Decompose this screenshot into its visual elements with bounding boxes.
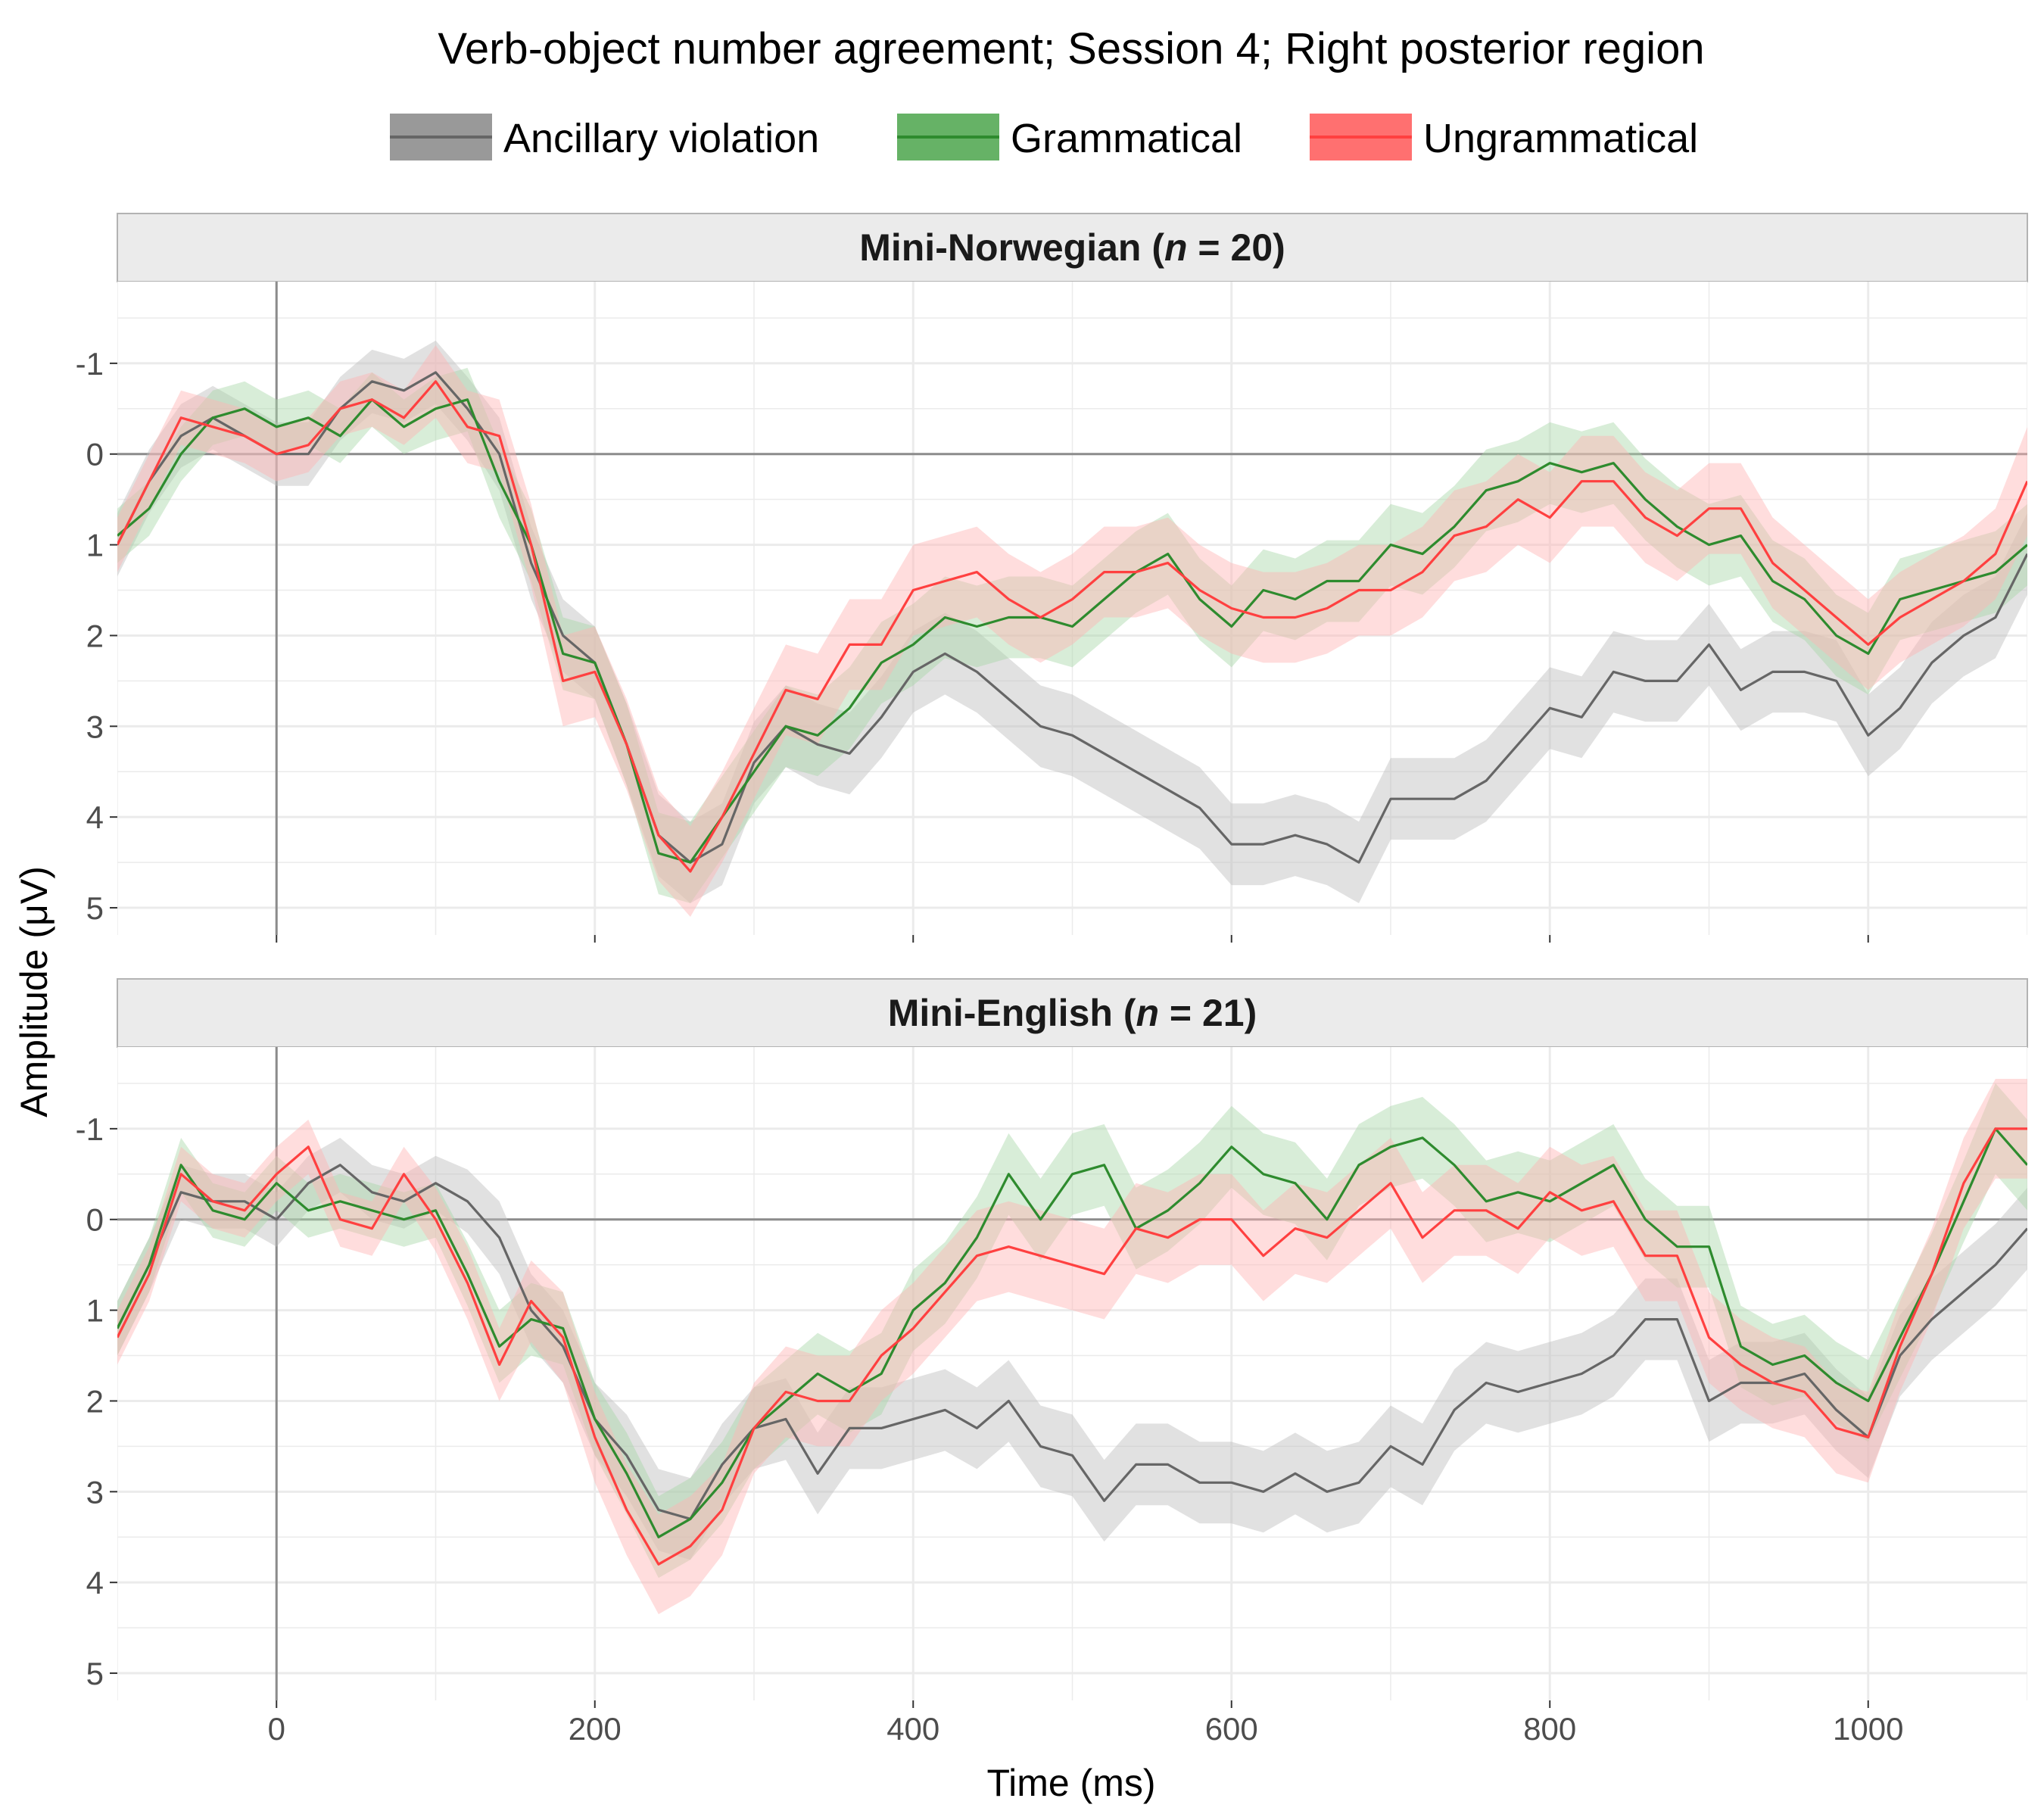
- ci-band-grammatical: [117, 1083, 2027, 1579]
- ci-band-ungrammatical: [117, 1079, 2027, 1615]
- strip-background: [117, 213, 2028, 282]
- x-tick-label: 800: [1523, 1711, 1576, 1747]
- strip-label: Mini-English (n = 21): [888, 992, 1257, 1034]
- x-axis: [276, 935, 1869, 943]
- series-group: [117, 1079, 2027, 1615]
- ci-band-grammatical: [117, 367, 2027, 903]
- facet-panels: Mini-Norwegian (n = 20) -1 0 1 2 3 4 5 Mini-Engl…: [76, 213, 2028, 1747]
- panel-2: Mini-English (n = 21) -1 0 1 2 3 4 5 0 200 400 600 8…: [76, 978, 2028, 1747]
- y-axis: -1 0 1 2 3 4 5: [76, 346, 117, 926]
- y-tick-label: -1: [76, 346, 104, 382]
- chart-title: Verb-object number agreement; Session 4;…: [438, 24, 1704, 73]
- y-tick-label: 5: [86, 1656, 104, 1691]
- x-tick-label: 600: [1205, 1711, 1258, 1747]
- legend: Ancillary violation Grammatical Ungrammati…: [390, 114, 1698, 161]
- y-tick-label: 4: [86, 1565, 104, 1600]
- x-tick-label: 1000: [1833, 1711, 1903, 1747]
- y-axis-title: Amplitude (μV): [13, 866, 55, 1117]
- legend-label: Ancillary violation: [503, 116, 819, 161]
- y-tick-label: 3: [86, 1474, 104, 1510]
- series-line-grammatical: [117, 1127, 2027, 1538]
- y-tick-label: 3: [86, 709, 104, 744]
- y-tick-label: -1: [76, 1111, 104, 1147]
- x-tick-label: 200: [569, 1711, 622, 1747]
- y-tick-label: 0: [86, 437, 104, 472]
- y-axis: -1 0 1 2 3 4 5: [76, 1111, 117, 1691]
- y-tick-label: 1: [86, 528, 104, 563]
- y-tick-label: 1: [86, 1293, 104, 1329]
- series-line-ungrammatical: [117, 1127, 2027, 1566]
- panel-1: Mini-Norwegian (n = 20) -1 0 1 2 3 4 5: [76, 213, 2028, 943]
- y-tick-label: 0: [86, 1202, 104, 1238]
- legend-label: Grammatical: [1011, 116, 1242, 161]
- series-group: [117, 340, 2027, 917]
- grid: [117, 1047, 2027, 1700]
- x-tick-label: 0: [268, 1711, 285, 1747]
- ci-band-ungrammatical: [117, 344, 2027, 917]
- x-tick-label: 400: [886, 1711, 939, 1747]
- x-axis-title: Time (ms): [986, 1762, 1155, 1804]
- y-tick-label: 2: [86, 618, 104, 653]
- legend-label: Ungrammatical: [1423, 116, 1698, 161]
- strip-label: Mini-Norwegian (n = 20): [859, 226, 1285, 269]
- x-axis: 0 200 400 600 800 1000: [268, 1700, 1903, 1747]
- y-tick-label: 2: [86, 1383, 104, 1419]
- legend-item-ungrammatical: Ungrammatical: [1310, 114, 1698, 161]
- ci-band-ancillary-violation: [117, 1137, 2027, 1560]
- series-line-ancillary-violation: [117, 371, 2027, 864]
- legend-item-grammatical: Grammatical: [897, 114, 1242, 161]
- series-line-ungrammatical: [117, 380, 2027, 873]
- y-tick-label: 4: [86, 799, 104, 835]
- series-line-grammatical: [117, 398, 2027, 864]
- series-line-ancillary-violation: [117, 1164, 2027, 1520]
- y-tick-label: 5: [86, 890, 104, 926]
- strip-background: [117, 978, 2028, 1048]
- legend-item-ancillary-violation: Ancillary violation: [390, 114, 819, 161]
